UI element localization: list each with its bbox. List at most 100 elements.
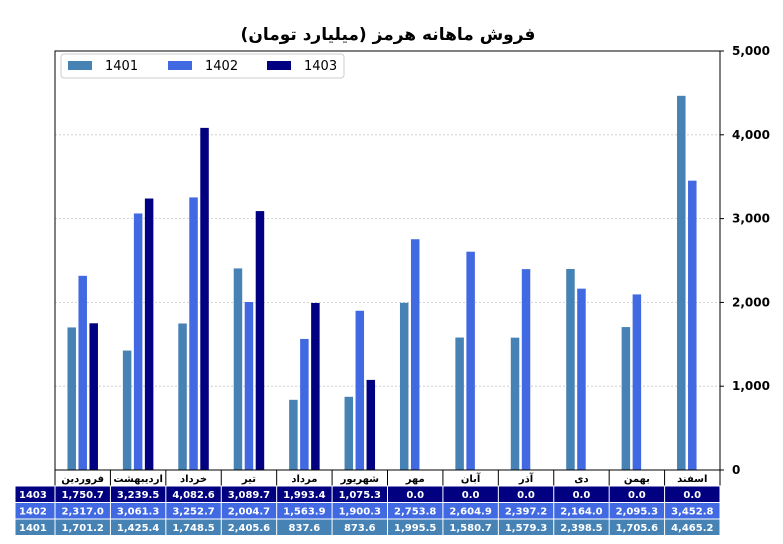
ytick-label: 2,000 — [732, 295, 770, 309]
table-cell: 4,465.2 — [671, 523, 713, 534]
plot-border — [54, 50, 721, 471]
bar-1401-1 — [122, 350, 132, 470]
data-table: فروردین اردیبهشت خرداد تیر مرداد شهریور مهر آبا… — [14, 469, 721, 536]
table-cell: 1,995.5 — [394, 523, 436, 534]
category-label: شهریور — [340, 474, 380, 485]
bar-1403-3 — [255, 211, 265, 471]
table-row-1401 — [14, 518, 721, 536]
bar-1402-6 — [410, 239, 420, 470]
bar-1402-2 — [189, 197, 198, 470]
category-label: تیر — [241, 474, 256, 485]
legend: 1401 1402 1403 — [60, 53, 345, 79]
table-cell: 0.0 — [628, 490, 646, 501]
legend-box — [60, 53, 345, 79]
ytick-label: 1,000 — [732, 379, 770, 393]
table-cell: 2,164.0 — [560, 507, 602, 518]
bar-1403-1 — [144, 198, 154, 470]
table-cell: 2,095.3 — [616, 507, 658, 518]
table-cell: 0.0 — [462, 490, 480, 501]
table-cell: 0.0 — [573, 490, 591, 501]
table-row-label: 1403 — [19, 490, 47, 501]
table-cell: 1,579.3 — [505, 523, 547, 534]
ytick-label: 0 — [732, 463, 740, 477]
table-cell: 873.6 — [344, 523, 376, 534]
table-cell: 3,239.5 — [117, 490, 159, 501]
bar-1402-7 — [466, 251, 475, 470]
category-label: بهمن — [624, 474, 650, 485]
plot-frame — [54, 50, 721, 471]
table-cell: 3,252.7 — [172, 507, 214, 518]
table-cell: 1,993.4 — [283, 490, 325, 501]
table-cell: 1,563.9 — [283, 507, 325, 518]
bar-1402-8 — [521, 269, 531, 470]
legend-label-1402: 1402 — [205, 59, 238, 74]
bar-1402-9 — [577, 288, 586, 470]
table-cell: 2,004.7 — [228, 507, 270, 518]
bar-1401-3 — [233, 268, 243, 470]
category-label: دی — [574, 474, 588, 485]
bar-1402-3 — [244, 302, 254, 470]
table-cell: 3,452.8 — [671, 507, 713, 518]
table-cell: 0.0 — [517, 490, 535, 501]
category-label: آبان — [461, 472, 481, 485]
legend-swatch-1402 — [168, 61, 192, 70]
table-cell: 3,089.7 — [228, 490, 270, 501]
table-cell: 3,061.3 — [117, 507, 159, 518]
bar-1401-5 — [344, 396, 354, 470]
bar-1403-2 — [200, 127, 209, 471]
table-row-label: 1401 — [19, 523, 47, 534]
table-cell: 1,900.3 — [339, 507, 381, 518]
bar-1401-6 — [399, 302, 409, 470]
bar-1403-5 — [366, 379, 376, 470]
bar-1402-1 — [133, 213, 143, 470]
bar-1402-10 — [632, 294, 642, 470]
table-cell: 2,753.8 — [394, 507, 436, 518]
table-cell: 1,425.4 — [117, 523, 159, 534]
category-label: فروردین — [61, 474, 104, 485]
category-label: آذر — [518, 472, 534, 485]
bar-1401-9 — [566, 269, 575, 470]
table-cell: 1,748.5 — [172, 523, 214, 534]
bar-1401-10 — [621, 327, 631, 470]
category-label: مرداد — [291, 474, 317, 485]
table-cell: 2,317.0 — [62, 507, 104, 518]
table-row-label: 1402 — [19, 507, 47, 518]
bar-1403-4 — [311, 302, 320, 470]
table-cell: 0.0 — [683, 490, 701, 501]
bar-1401-4 — [289, 399, 298, 470]
category-label: اسفند — [677, 474, 707, 485]
table-cell: 1,701.2 — [62, 523, 104, 534]
table-cell: 4,082.6 — [172, 490, 214, 501]
bars — [67, 95, 697, 471]
table-cell: 0.0 — [406, 490, 424, 501]
y-axis: 0 1,000 2,000 3,000 4,000 5,000 — [720, 44, 770, 477]
bar-1402-11 — [688, 180, 697, 470]
legend-label-1403: 1403 — [304, 59, 337, 74]
ytick-label: 5,000 — [732, 44, 770, 58]
table-cell: 2,398.5 — [560, 523, 602, 534]
category-label: اردیبهشت — [113, 474, 163, 485]
table-cell: 1,705.6 — [616, 523, 658, 534]
ytick-label: 3,000 — [732, 212, 770, 226]
chart-title: فروش ماهانه هرمز (میلیارد تومان) — [241, 25, 536, 45]
table-cell: 1,075.3 — [339, 490, 381, 501]
legend-swatch-1403 — [267, 61, 291, 70]
gridlines — [55, 134, 720, 387]
table-cell: 2,397.2 — [505, 507, 547, 518]
ytick-label: 4,000 — [732, 128, 770, 142]
category-label: مهر — [405, 474, 425, 485]
legend-label-1401: 1401 — [105, 59, 138, 74]
bar-1401-2 — [178, 323, 187, 470]
bar-1403-0 — [89, 323, 98, 470]
bar-1401-7 — [455, 337, 464, 470]
bar-1401-0 — [67, 327, 76, 470]
table-cell: 1,750.7 — [62, 490, 104, 501]
table-cell: 2,604.9 — [449, 507, 491, 518]
table-cell: 1,580.7 — [449, 523, 491, 534]
bar-1402-0 — [78, 275, 87, 470]
bar-1401-8 — [510, 337, 520, 470]
table-cell: 2,405.6 — [228, 523, 270, 534]
bar-1402-4 — [300, 338, 309, 470]
table-cell: 837.6 — [289, 523, 321, 534]
